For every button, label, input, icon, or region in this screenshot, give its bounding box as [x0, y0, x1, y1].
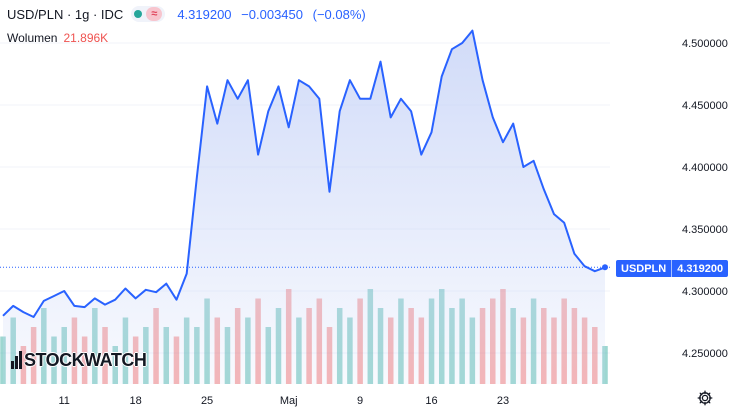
volume-label: Wolumen: [7, 31, 58, 45]
price-change-percent: (−0.08%): [312, 6, 366, 22]
y-tick-label: 4.350000: [682, 224, 728, 236]
y-axis: 4.500000 4.450000 4.400000 4.350000 4.300000…: [682, 38, 728, 360]
y-tick-label: 4.250000: [682, 348, 728, 360]
price-tag-value: 4.319200: [677, 262, 724, 275]
symbol-title[interactable]: USD/PLN · 1g · IDC: [7, 6, 124, 22]
y-tick-label: 4.500000: [682, 38, 728, 50]
volume-legend[interactable]: Wolumen 21.896K: [7, 31, 108, 45]
volume-value: 21.896K: [63, 31, 109, 45]
y-tick-label: 4.300000: [682, 286, 728, 298]
price-line: [2, 29, 606, 318]
x-tick-label: 11: [59, 395, 70, 407]
x-tick-label: 16: [425, 395, 437, 407]
logo-bars-icon: [11, 351, 22, 369]
x-tick-label: 23: [497, 395, 509, 407]
x-tick-label: 9: [357, 395, 363, 407]
last-price-dot: [602, 264, 608, 271]
market-open-dot-icon: [134, 10, 143, 18]
settings-gear-icon[interactable]: [697, 390, 713, 406]
x-tick-label: 18: [130, 395, 142, 407]
last-price-tag: USDPLN 4.319200: [616, 260, 729, 277]
x-tick-label: 25: [201, 395, 213, 407]
price-change: −0.003450: [241, 6, 303, 22]
x-tick-label: Maj: [280, 395, 298, 407]
price-tag-symbol: USDPLN: [621, 262, 667, 275]
stockwatch-logo: STOCKWATCH: [11, 349, 147, 371]
price-tag-divider: [671, 260, 673, 277]
chart-header: USD/PLN · 1g · IDC ≈ 4.319200 −0.003450 …: [7, 5, 372, 23]
market-status-pill[interactable]: ≈: [131, 6, 166, 22]
delayed-data-icon: ≈: [146, 7, 163, 21]
logo-text: STOCKWATCH: [24, 349, 147, 370]
price-area: [3, 30, 605, 384]
x-axis: 11 18 25 Maj 9 16 23: [59, 395, 510, 407]
y-tick-label: 4.400000: [682, 162, 728, 174]
y-tick-label: 4.450000: [682, 100, 728, 112]
ohlc-values: 4.319200 −0.003450 (−0.08%): [177, 7, 371, 22]
last-price: 4.319200: [177, 6, 232, 22]
